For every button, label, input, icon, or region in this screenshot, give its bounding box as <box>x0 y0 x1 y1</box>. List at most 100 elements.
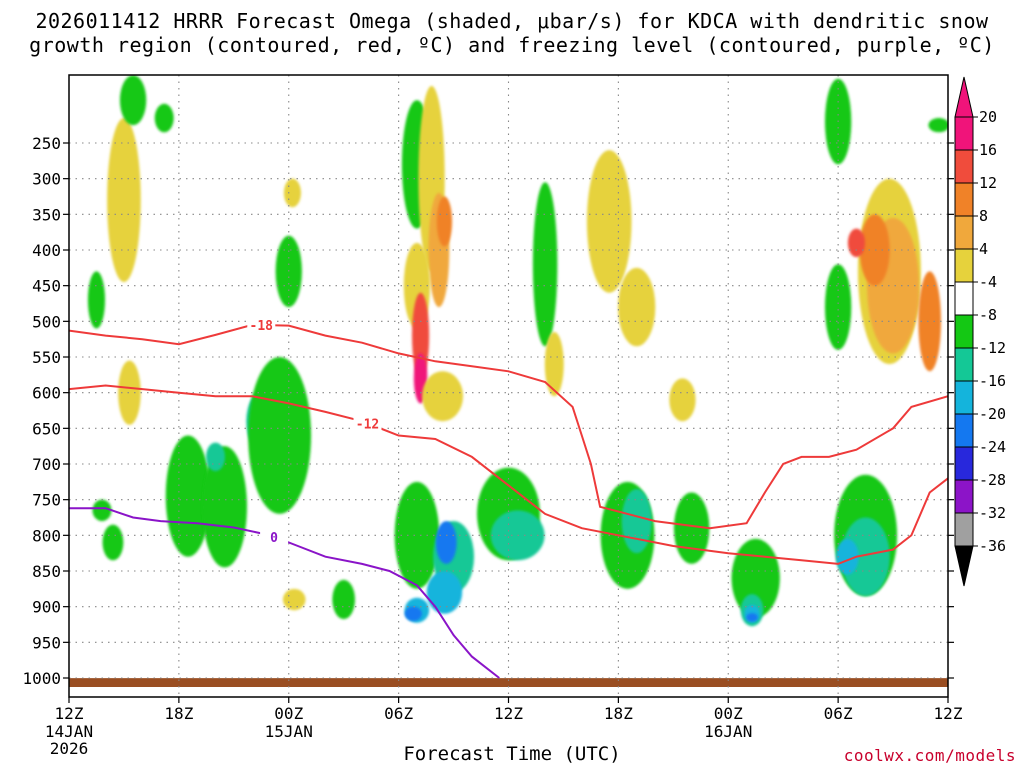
colorbar-label-9: -20 <box>979 405 1006 423</box>
ground-strip <box>69 678 948 687</box>
omega-region-13 <box>282 588 306 611</box>
omega-region-35 <box>618 267 656 347</box>
y-tick-label-250: 250 <box>32 134 61 153</box>
omega-region-49 <box>918 271 942 372</box>
colorbar-label-2: 12 <box>979 174 997 192</box>
x-axis-label: Forecast Time (UTC) <box>403 743 621 765</box>
colorbar-swatch-4 <box>954 248 974 283</box>
colorbar-swatch-0 <box>954 116 974 151</box>
contour-snow_growth_-18 <box>69 323 948 530</box>
colorbar-label-1: 16 <box>979 141 997 159</box>
x-tick-date-h36: 16JAN <box>704 722 752 741</box>
omega-region-53 <box>835 538 859 575</box>
colorbar-swatch-5 <box>954 281 974 316</box>
omega-region-54 <box>928 118 948 133</box>
y-axis-ticks: 250 300 350 400 450 500 550 600 650 700 750 800 850 9… <box>22 134 954 688</box>
omega-region-32 <box>532 182 558 347</box>
omega-region-8 <box>202 446 247 568</box>
omega-region-4 <box>87 271 106 329</box>
omega-region-7 <box>165 435 211 557</box>
omega-shading <box>87 75 948 627</box>
omega-region-12 <box>283 178 301 208</box>
plot-frame <box>68 74 949 698</box>
contour-label-bg <box>247 317 276 333</box>
x-tick-label-h30: 18Z <box>604 704 633 723</box>
colorbar-bottom-arrow <box>954 545 974 587</box>
colorbar-swatch-6 <box>954 314 974 349</box>
omega-region-48 <box>859 214 890 286</box>
y-tick-label-600: 600 <box>32 384 61 403</box>
omega-region-19 <box>436 196 453 247</box>
contour-label-snow_growth_-12: -12 <box>356 417 379 432</box>
omega-region-40 <box>731 538 780 618</box>
omega-region-24 <box>394 481 440 589</box>
colorbar-swatch-12 <box>954 512 974 547</box>
colorbar-top-arrow <box>954 76 974 118</box>
y-tick-label-650: 650 <box>32 419 61 438</box>
contour-label-bg <box>260 528 289 544</box>
y-tick-label-900: 900 <box>32 598 61 617</box>
omega-region-15 <box>332 579 356 620</box>
omega-region-27 <box>435 521 457 564</box>
colorbar-swatch-1 <box>954 149 974 184</box>
chart-title-line-2: growth region (contoured, red, ºC) and f… <box>29 33 995 57</box>
chart-title-line-1: 2026011412 HRRR Forecast Omega (shaded, … <box>35 9 989 33</box>
y-tick-label-350: 350 <box>32 205 61 224</box>
x-tick-label-h12: 00Z <box>274 704 303 723</box>
contour-lines <box>69 323 948 679</box>
y-tick-label-850: 850 <box>32 562 61 581</box>
omega-region-29 <box>404 606 422 621</box>
contour-label-snow_growth_-18: -18 <box>250 319 274 334</box>
colorbar-swatch-11 <box>954 479 974 514</box>
credit-link[interactable]: coolwx.com/models <box>843 746 1016 765</box>
omega-region-52 <box>841 517 890 596</box>
omega-region-5 <box>92 499 112 522</box>
omega-region-3 <box>154 103 174 133</box>
ground-surface <box>69 678 948 687</box>
omega-region-34 <box>586 150 632 293</box>
colorbar-label-5: -4 <box>979 273 997 291</box>
contour-label-bg <box>353 415 382 431</box>
x-tick-label-h18: 06Z <box>384 704 413 723</box>
contour-freezing_level_0 <box>69 507 500 679</box>
x-tick-label-h24: 12Z <box>494 704 523 723</box>
y-tick-label-800: 800 <box>32 526 61 545</box>
omega-region-50 <box>847 228 866 258</box>
colorbar-swatch-9 <box>954 413 974 448</box>
contour-snow_growth_-12 <box>69 384 948 565</box>
omega-region-2 <box>119 75 147 126</box>
contour-labels: -18 -12 0 <box>247 317 382 546</box>
x-tick-label-h0: 12Z <box>55 704 84 723</box>
omega-region-43 <box>746 613 758 622</box>
colorbar-label-0: 20 <box>979 108 997 126</box>
colorbar-label-10: -24 <box>979 438 1006 456</box>
colorbar-label-6: -8 <box>979 306 997 324</box>
x-tick-date-h0: 14JAN <box>45 722 93 741</box>
colorbar-swatch-3 <box>954 215 974 250</box>
grid-lines <box>69 75 948 697</box>
colorbar-label-7: -12 <box>979 339 1006 357</box>
y-tick-label-300: 300 <box>32 170 61 189</box>
x-tick-label-h6: 18Z <box>164 704 193 723</box>
y-tick-label-750: 750 <box>32 491 61 510</box>
colorbar-label-4: 4 <box>979 240 988 258</box>
omega-region-0 <box>107 118 141 283</box>
y-tick-label-450: 450 <box>32 277 61 296</box>
y-tick-label-500: 500 <box>32 312 61 331</box>
colorbar: 20 16 12 8 4 -4 -8 -12 -16 -20 -24 -28 -32 -36 <box>954 76 1006 587</box>
x-tick-label-h48: 12Z <box>934 704 963 723</box>
omega-region-23 <box>422 371 464 422</box>
omega-region-14 <box>248 357 312 514</box>
colorbar-label-12: -32 <box>979 504 1006 522</box>
colorbar-label-8: -16 <box>979 372 1006 390</box>
x-tick-label-h36: 00Z <box>714 704 743 723</box>
omega-region-9 <box>206 442 225 472</box>
y-tick-label-700: 700 <box>32 455 61 474</box>
x-tick-label-h42: 06Z <box>824 704 853 723</box>
omega-region-6 <box>102 524 124 561</box>
omega-region-26 <box>426 571 463 614</box>
omega-region-38 <box>621 488 652 554</box>
omega-region-39 <box>673 492 710 564</box>
